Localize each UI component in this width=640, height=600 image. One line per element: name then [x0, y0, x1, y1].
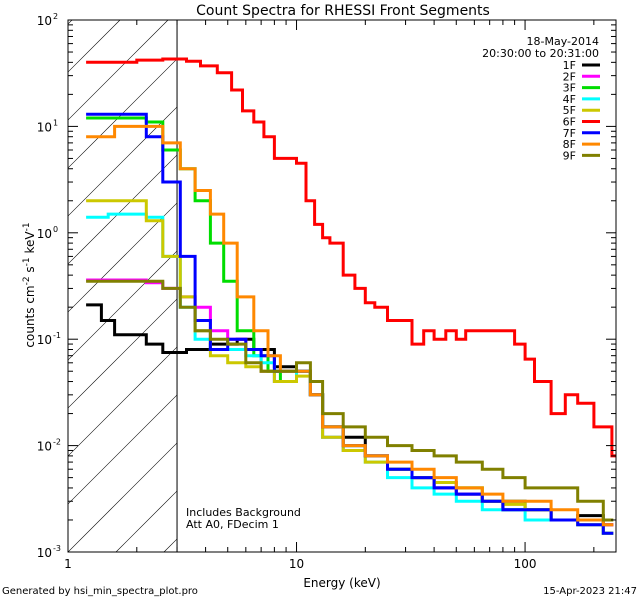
legend-label-8F: 8F — [563, 138, 576, 151]
y-label-part1: counts cm — [23, 285, 37, 347]
x-tick-label: 100 — [514, 557, 537, 571]
x-axis-label: Energy (keV) — [303, 576, 380, 590]
legend-label-1F: 1F — [563, 59, 576, 72]
series-line-7F — [86, 112, 614, 535]
hatch-line — [68, 154, 178, 265]
hatch-line — [596, 20, 640, 552]
hatch-line — [68, 58, 178, 169]
y-tick-exponent: 2 — [53, 12, 58, 21]
hatch-line — [452, 20, 640, 552]
hatch-line — [68, 442, 178, 552]
y-label-sup3: -1 — [22, 222, 32, 231]
y-axis-label: counts cm-2 s-1 keV-1 — [22, 222, 37, 347]
y-tick-exponent: -2 — [53, 438, 61, 447]
y-tick-label: 10 — [37, 333, 52, 347]
series-line-1F — [86, 303, 614, 527]
chart-title: Count Spectra for RHESSI Front Segments — [196, 3, 490, 19]
annotation-attenuator: Att A0, FDecim 1 — [186, 518, 279, 531]
y-tick-exponent: -3 — [53, 544, 61, 553]
footer-generated-by: Generated by hsi_min_spectra_plot.pro — [2, 586, 198, 597]
time-range-label: 20:30:00 to 20:31:00 — [482, 47, 599, 60]
legend-label-3F: 3F — [563, 82, 576, 95]
legend-label-7F: 7F — [563, 127, 576, 140]
y-label-sup1: -2 — [22, 276, 32, 285]
hatch-line — [68, 250, 178, 361]
hatch-line — [68, 20, 169, 121]
y-tick-label: 10 — [37, 14, 52, 28]
y-tick-label: 10 — [37, 227, 52, 241]
y-tick-label: 10 — [37, 120, 52, 134]
y-tick-label: 10 — [37, 546, 52, 560]
legend-label-6F: 6F — [563, 116, 576, 129]
hatch-line — [0, 20, 24, 552]
y-label-part2: s — [23, 266, 37, 276]
legend-label-4F: 4F — [563, 93, 576, 106]
series-line-3F — [86, 116, 614, 535]
y-label-part3: keV — [23, 231, 37, 258]
hatch-line — [68, 394, 178, 505]
hatch-line — [68, 106, 178, 217]
x-tick-labels: 1 10 100 — [64, 557, 536, 571]
hatch-line — [68, 20, 121, 73]
x-tick-label: 1 — [64, 557, 72, 571]
hatch-line — [68, 346, 178, 457]
y-label-sup2: -1 — [22, 257, 32, 266]
hatched-region — [0, 20, 640, 552]
series-line-9F — [86, 279, 614, 522]
axis-ticks — [67, 19, 616, 553]
legend-label-2F: 2F — [563, 70, 576, 83]
series-line-6F — [86, 57, 616, 458]
plot-frame — [67, 19, 617, 553]
y-tick-exponent: 1 — [53, 118, 58, 127]
hatch-line — [68, 202, 178, 313]
legend-label-5F: 5F — [563, 104, 576, 117]
legend-label-9F: 9F — [563, 149, 576, 162]
y-tick-label: 10 — [37, 440, 52, 454]
date-label: 18-May-2014 — [527, 35, 599, 48]
x-tick-label: 10 — [289, 557, 304, 571]
y-tick-exponent: -1 — [53, 331, 61, 340]
footer-timestamp: 15-Apr-2023 21:47 — [543, 586, 637, 597]
series-line-8F — [86, 124, 614, 527]
annotation-background: Includes Background — [186, 506, 301, 519]
y-tick-exponent: 0 — [53, 225, 58, 234]
hatch-line — [404, 20, 640, 552]
series-layer — [86, 57, 616, 535]
